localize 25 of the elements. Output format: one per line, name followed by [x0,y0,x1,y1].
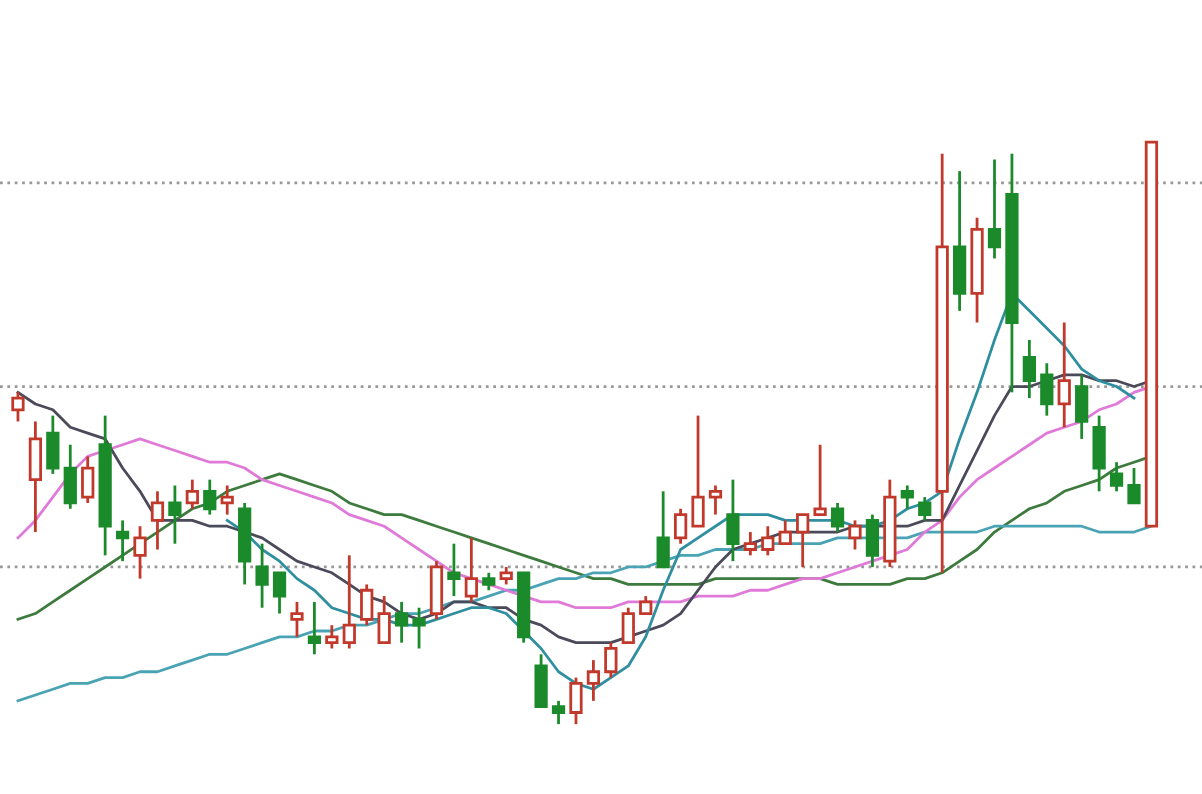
candlestick [900,484,914,511]
candlestick [1040,361,1054,418]
candlestick [203,478,217,516]
candlestick [115,519,130,563]
candlestick [708,484,723,516]
candlestick [150,489,165,551]
candlestick [987,158,1002,260]
candlestick [307,600,322,656]
candlestick [586,658,601,703]
candlestick [1075,373,1089,441]
candlestick [63,443,77,511]
candlestick [46,414,60,476]
candlestick [98,414,112,557]
candlestick [185,478,199,511]
candlestick [1005,152,1019,394]
candlestick [935,152,949,575]
candlestick [255,542,269,610]
candlestick [394,600,409,645]
candlestick [1057,321,1071,429]
candlestick [220,484,234,516]
candlestick [28,420,43,534]
candlestick [952,169,967,313]
candlestick [464,536,478,604]
candlestick [1092,414,1106,493]
candlestick [1022,338,1036,400]
